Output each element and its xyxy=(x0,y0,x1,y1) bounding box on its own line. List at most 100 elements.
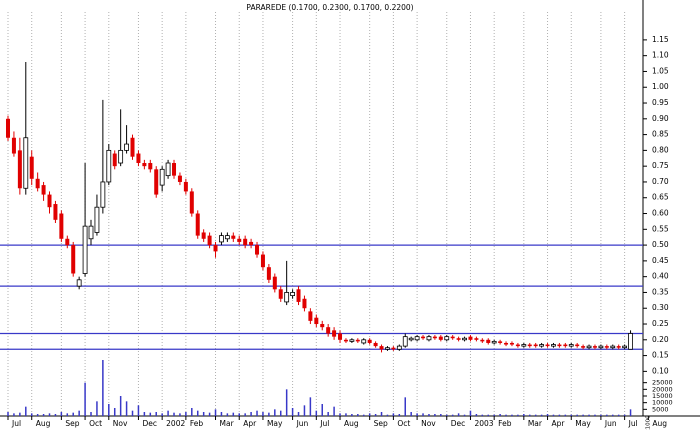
candle-body xyxy=(29,156,34,179)
candle-body xyxy=(592,346,597,348)
volume-bar xyxy=(256,410,258,416)
volume-bar xyxy=(297,412,300,416)
candle-body xyxy=(320,324,325,328)
volume-bar xyxy=(623,414,626,416)
y-tick-label: 0.30 xyxy=(652,303,669,312)
volume-bar xyxy=(481,414,484,416)
volume-bar xyxy=(119,396,122,416)
volume-bar xyxy=(244,413,246,416)
y-tick-label: 0.65 xyxy=(652,193,669,202)
volume-bar xyxy=(534,414,537,416)
volume-bar xyxy=(529,414,531,416)
candle-body xyxy=(88,225,94,240)
volume-bar xyxy=(173,412,175,416)
volume-bar xyxy=(202,412,205,416)
y-tick-label: 20000 xyxy=(652,385,673,393)
volume-bar xyxy=(66,413,69,416)
candle-body xyxy=(284,292,290,303)
candle-body xyxy=(17,150,22,189)
candle-body xyxy=(450,336,455,339)
candle-body xyxy=(6,118,11,138)
candle-body xyxy=(213,245,218,252)
candle-body xyxy=(349,339,355,342)
candle-body xyxy=(23,137,29,189)
volume-bar xyxy=(19,412,21,416)
x-tick-label: Jul xyxy=(628,419,638,428)
candle-body xyxy=(426,336,432,341)
volume-bar xyxy=(416,413,418,416)
volume-bar xyxy=(357,414,359,416)
candle-body xyxy=(53,204,58,220)
volume-bar xyxy=(84,382,86,416)
volume-bar xyxy=(457,413,460,416)
volume-bar xyxy=(72,412,74,416)
volume-bar xyxy=(25,406,27,416)
candle-body xyxy=(456,338,461,340)
candle-body xyxy=(195,213,200,236)
candle-body xyxy=(338,333,343,340)
candle-body xyxy=(47,194,52,208)
candle-body xyxy=(563,344,568,347)
volume-bar xyxy=(570,414,573,416)
candle-body xyxy=(41,185,46,195)
volume-bar xyxy=(327,412,329,416)
y-axis-label: x1000 xyxy=(646,415,652,430)
candle-body xyxy=(444,336,450,341)
candle-body xyxy=(154,169,159,195)
volume-bar xyxy=(386,414,389,416)
volume-bar xyxy=(149,412,152,416)
volume-bar xyxy=(143,412,146,416)
candle-body xyxy=(408,337,414,341)
volume-bar xyxy=(285,389,288,416)
volume-bar xyxy=(291,408,294,416)
candle-body xyxy=(586,345,592,349)
y-tick-label: 1.15 xyxy=(652,35,669,44)
volume-bar xyxy=(113,408,116,416)
x-tick-label: Feb xyxy=(498,419,512,428)
y-tick-label: 0.75 xyxy=(652,161,669,170)
candle-body xyxy=(59,213,64,239)
volume-bar xyxy=(617,414,620,416)
volume-bar xyxy=(511,414,513,416)
candle-body xyxy=(159,168,165,186)
x-tick-label: Jul xyxy=(11,419,21,428)
volume-bar xyxy=(594,414,596,416)
candle-body xyxy=(255,245,260,255)
volume-bar xyxy=(131,410,134,416)
candle-body xyxy=(296,289,301,302)
x-tick-label: Feb xyxy=(190,419,204,428)
candle-body xyxy=(581,346,586,348)
volume-bar xyxy=(315,410,318,416)
volume-bar xyxy=(262,412,264,416)
y-tick-label: 0.10 xyxy=(652,366,669,375)
candle-body xyxy=(474,338,479,340)
volume-bar xyxy=(345,413,347,416)
candle-body xyxy=(71,245,76,274)
candle-body xyxy=(462,337,467,341)
candle-body xyxy=(249,241,254,246)
x-tick-label: Mar xyxy=(528,419,543,428)
volume-bar xyxy=(232,412,235,416)
volume-bar xyxy=(606,414,608,416)
candle-body xyxy=(326,327,331,334)
volume-bar xyxy=(440,414,442,416)
volume-bar xyxy=(629,409,632,416)
candle-body xyxy=(421,336,426,339)
candle-body xyxy=(278,289,283,299)
x-tick-label: 2002 xyxy=(166,419,185,428)
volume-bar xyxy=(60,412,63,416)
y-tick-label: 0.50 xyxy=(652,240,669,249)
candle-body xyxy=(468,336,473,340)
volume-bar xyxy=(493,414,495,416)
y-tick-label: 5000 xyxy=(652,405,669,413)
volume-bar xyxy=(422,413,424,416)
volume-bar xyxy=(380,412,383,416)
x-tick-label: Aug xyxy=(36,419,51,428)
y-tick-label: 0.25 xyxy=(652,319,669,328)
candle-body xyxy=(545,344,550,347)
candle-body xyxy=(539,344,545,347)
candle-body xyxy=(183,181,188,192)
candle-body xyxy=(237,238,242,242)
volume-bar xyxy=(576,414,578,416)
